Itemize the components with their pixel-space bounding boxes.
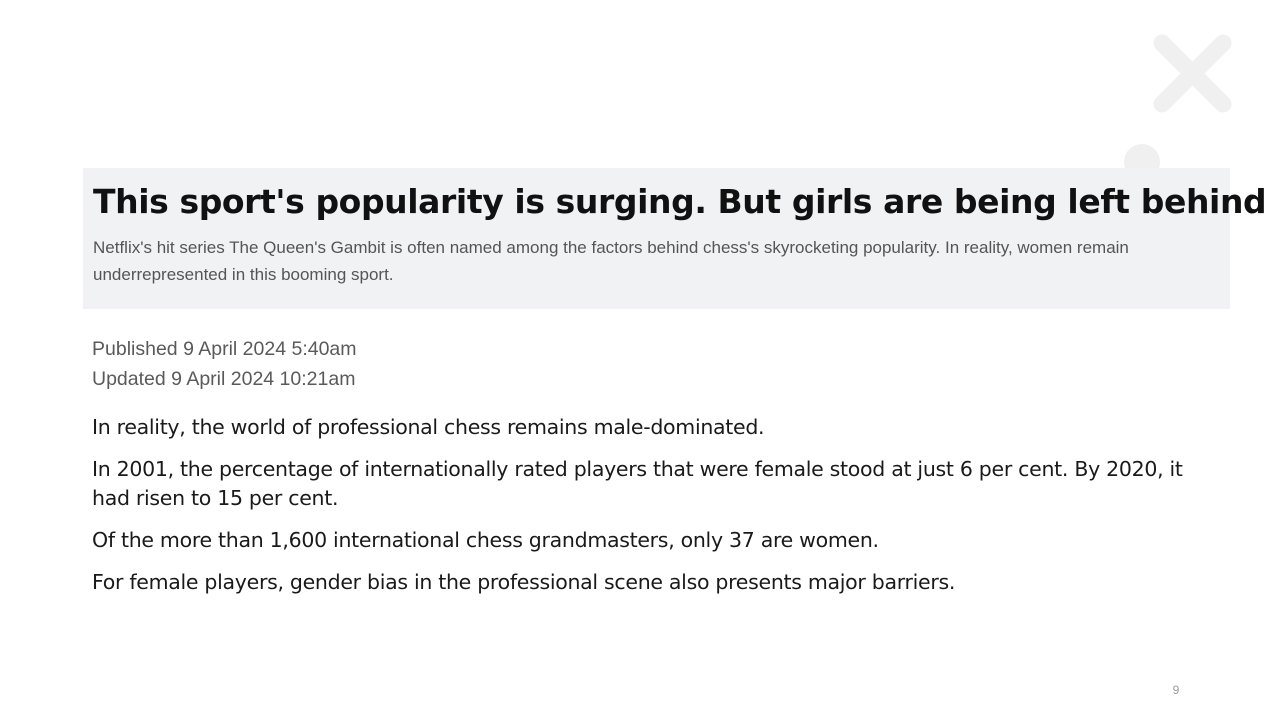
article-standfirst: Netflix's hit series The Queen's Gambit …: [93, 238, 1129, 284]
published-timestamp: Published 9 April 2024 5:40am: [92, 338, 357, 360]
slide-body-text: In reality, the world of professional ch…: [92, 413, 1212, 610]
article-timestamps: Published 9 April 2024 5:40am Updated 9 …: [92, 334, 357, 394]
article-headline: This sport's popularity is surging. But …: [93, 182, 1267, 221]
body-paragraph: For female players, gender bias in the p…: [92, 570, 956, 594]
body-paragraph: Of the more than 1,600 international che…: [92, 528, 879, 552]
body-paragraph: In 2001, the percentage of international…: [92, 457, 1183, 510]
close-x-decoration-icon: [1124, 34, 1232, 180]
updated-timestamp: Updated 9 April 2024 10:21am: [92, 368, 356, 390]
article-header-screenshot: This sport's popularity is surging. But …: [83, 168, 1267, 309]
page-number: 9: [1172, 683, 1180, 697]
body-paragraph: In reality, the world of professional ch…: [92, 415, 765, 439]
